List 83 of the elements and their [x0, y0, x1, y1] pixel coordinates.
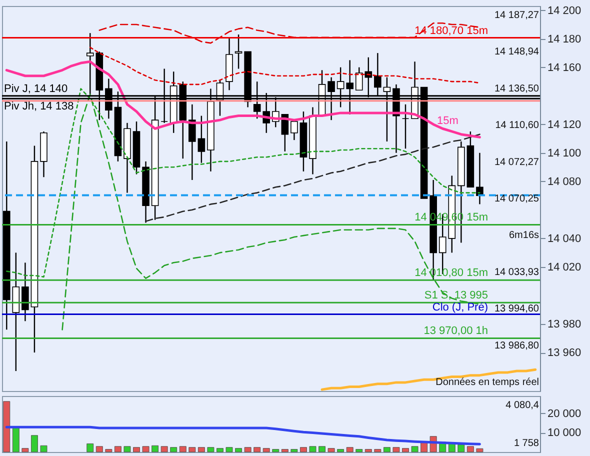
bar — [142, 446, 150, 452]
ref-line-label: Clo (J, Pré) — [432, 301, 488, 314]
line-series — [5, 426, 481, 446]
bar — [364, 449, 372, 452]
bar — [198, 447, 205, 452]
y-tick-label: 10 000 — [548, 427, 582, 440]
bar — [374, 449, 382, 452]
bar — [309, 446, 316, 452]
bar — [207, 447, 214, 452]
y-tick-label: 13 960 — [548, 347, 582, 359]
bar — [356, 449, 363, 452]
annotation: 4 080,4 — [506, 400, 540, 411]
bar — [383, 447, 390, 452]
bar — [152, 445, 159, 452]
bar — [114, 446, 122, 452]
ref-line-label: Piv Jh, 14 138 — [4, 100, 74, 113]
bar — [226, 447, 233, 452]
bar — [244, 447, 252, 452]
y-tick-label: 14 180 — [548, 33, 582, 46]
bar — [262, 448, 270, 452]
ref-line-label: Piv J, 14 140 — [4, 82, 68, 95]
bar — [458, 444, 465, 452]
bar — [281, 449, 288, 452]
y-tick-label: 14 160 — [548, 62, 582, 74]
candlestick — [22, 262, 29, 322]
y-tick-label: 14 200 — [548, 4, 582, 17]
bar — [160, 446, 168, 452]
annotation: 13 986,80 — [494, 340, 540, 352]
candlestick — [402, 104, 410, 150]
ref-line-label: 13 970,00 1h — [424, 325, 488, 338]
candlestick — [188, 104, 196, 181]
annotation: 14 033,93 — [494, 266, 540, 278]
candlestick — [290, 120, 298, 141]
candlestick — [234, 34, 242, 70]
bar — [30, 435, 38, 452]
bar — [300, 447, 307, 452]
bar — [22, 448, 29, 452]
y-tick-label: 20 000 — [548, 408, 582, 420]
bar — [411, 446, 418, 452]
bar — [402, 448, 409, 452]
y-tick-label: 14 040 — [548, 232, 582, 245]
bar — [476, 448, 484, 452]
candlestick — [355, 66, 363, 91]
bar — [216, 448, 224, 452]
bar — [170, 447, 178, 452]
annotation: 14 148,94 — [494, 46, 540, 58]
bar — [328, 448, 335, 452]
annotation: 14 136,50 — [494, 83, 540, 94]
y-tick-label: 14 120 — [548, 118, 582, 131]
bar — [466, 446, 474, 452]
bar — [290, 449, 298, 452]
annotation: 14 187,27 — [494, 10, 540, 21]
annotation: 6m16s — [508, 230, 539, 242]
bar — [86, 443, 94, 452]
bar — [392, 447, 400, 452]
bar — [272, 449, 280, 452]
series-label: 15m — [437, 115, 458, 128]
y-tick-label: 14 080 — [548, 176, 582, 188]
y-tick-label: 14 100 — [548, 147, 582, 160]
bar — [337, 449, 344, 452]
annotation: 14 110,60 — [495, 120, 540, 132]
bar — [235, 448, 242, 452]
annotation: Données en temps réel — [436, 377, 539, 388]
bar — [254, 447, 261, 452]
bar — [318, 446, 326, 452]
y-tick-label: 13 980 — [548, 318, 582, 330]
annotation: 13 994,60 — [494, 304, 540, 315]
bar — [133, 447, 140, 452]
bar — [124, 446, 131, 452]
bar — [12, 426, 20, 452]
bar — [105, 449, 112, 452]
annotation: 14 070,25 — [494, 194, 540, 204]
bar — [188, 447, 196, 452]
bar — [40, 445, 48, 452]
annotation: 14 072,27 — [494, 156, 540, 168]
bar — [3, 401, 10, 452]
bar — [96, 446, 103, 452]
bar — [346, 447, 354, 452]
annotation: 1 758 — [514, 438, 540, 449]
y-tick-label: 14 020 — [548, 261, 582, 274]
line-series — [320, 368, 537, 391]
candlestick — [198, 115, 206, 164]
bar — [179, 446, 186, 452]
